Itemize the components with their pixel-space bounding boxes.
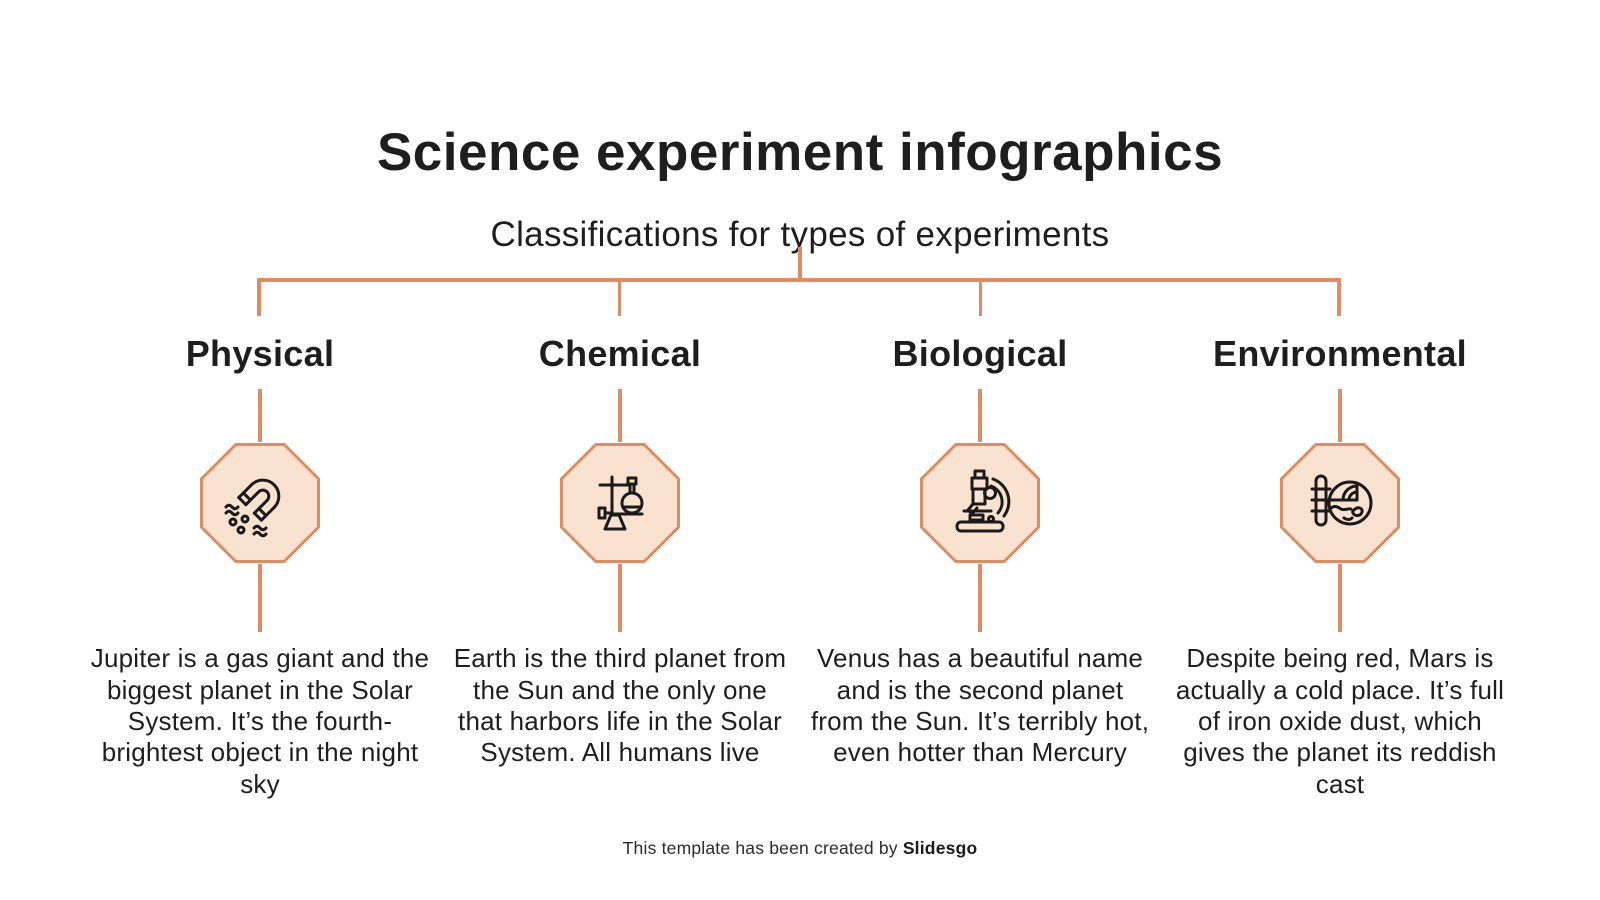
connector-stem (978, 564, 982, 633)
connector-top-stub (798, 247, 802, 282)
category-label: Chemical (538, 333, 702, 374)
connector-stem (258, 564, 262, 633)
tree-connector (257, 247, 1341, 317)
connector-horizontal-line (259, 278, 1341, 282)
footer-brand: Slidesgo (902, 838, 978, 858)
connector-stem (618, 389, 622, 443)
footer-text: This template has been created by (622, 838, 903, 858)
connector-stem (1338, 564, 1342, 633)
category-description: Despite being red, Mars is actually a co… (1175, 643, 1505, 799)
category-label: Biological (892, 333, 1068, 374)
connector-stem (618, 564, 622, 633)
category-label: Physical (185, 333, 335, 374)
category-column-biological: Biological Venus has a beautiful name an… (808, 332, 1152, 795)
thermometer-globe-icon (1280, 443, 1400, 564)
connector-stem (978, 389, 982, 443)
connector-drop-biological (978, 278, 983, 316)
category-column-chemical: Chemical Earth is the third planet from … (448, 332, 792, 795)
octagon-shape (200, 443, 320, 564)
connector-stem (1338, 389, 1342, 443)
connector-stem (258, 389, 262, 443)
category-column-environmental: Environmental Despite being red, Mars is… (1168, 332, 1512, 826)
page-title: Science experiment infographics (376, 122, 1224, 182)
category-label: Environmental (1213, 333, 1467, 374)
octagon-shape (560, 443, 680, 564)
lab-stand-flask-icon (560, 443, 680, 564)
magnet-icon (200, 443, 320, 564)
connector-drop-environmental (1337, 278, 1341, 316)
microscope-icon (920, 443, 1040, 564)
category-description: Venus has a beautiful name and is the se… (810, 643, 1150, 768)
category-description: Earth is the third planet from the Sun a… (453, 643, 787, 768)
footer-credit: This template has been created by Slides… (0, 838, 1600, 859)
connector-drop-physical (257, 278, 261, 316)
category-description: Jupiter is a gas giant and the biggest p… (90, 643, 430, 799)
category-column-physical: Physical Jupiter is a gas giant and the … (88, 332, 432, 826)
octagon-shape (1280, 443, 1400, 564)
connector-drop-chemical (617, 278, 622, 316)
